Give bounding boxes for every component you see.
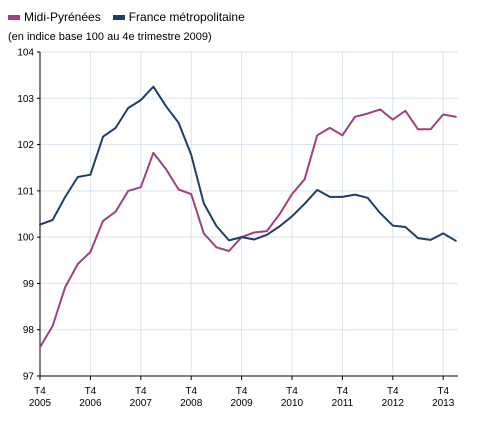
- x-tick-label-year: 2011: [332, 398, 354, 409]
- y-tick-label: 103: [17, 94, 34, 105]
- legend-swatch-france-metropolitaine: [112, 14, 125, 20]
- x-tick-label-year: 2008: [180, 398, 203, 409]
- x-tick-label-year: 2009: [230, 398, 253, 409]
- y-tick-label: 100: [17, 233, 34, 244]
- y-tick-label: 98: [23, 325, 35, 336]
- x-tick-label-quarter: T4: [85, 386, 97, 397]
- tick-label-layer: 979899100101102103104T42005T42006T42007T…: [17, 48, 454, 410]
- chart-subtitle: (en indice base 100 au 4e trimestre 2009…: [8, 31, 212, 43]
- legend-item-midi-pyrenees: Midi-Pyrénées: [8, 10, 101, 24]
- legend-item-france-metropolitaine: France métropolitaine: [112, 10, 245, 24]
- x-tick-label-quarter: T4: [387, 386, 399, 397]
- x-tick-label-year: 2013: [432, 398, 455, 409]
- y-tick-label: 97: [23, 372, 35, 383]
- x-tick-label-year: 2012: [382, 398, 405, 409]
- y-tick-label: 101: [17, 186, 34, 197]
- x-tick-label-quarter: T4: [185, 386, 197, 397]
- x-tick-label-year: 2005: [29, 398, 52, 409]
- x-tick-label-year: 2007: [130, 398, 153, 409]
- x-tick-label-year: 2010: [281, 398, 304, 409]
- y-tick-label: 104: [17, 48, 34, 59]
- y-tick-label: 99: [23, 279, 35, 290]
- series-line-france-metropolitaine: [39, 85, 457, 242]
- axis-layer: [37, 51, 458, 380]
- x-tick-label-quarter: T4: [337, 386, 349, 397]
- x-tick-label-quarter: T4: [437, 386, 449, 397]
- chart-legend: Midi-Pyrénées France métropolitaine: [8, 10, 257, 24]
- x-tick-label-quarter: T4: [236, 386, 248, 397]
- x-tick-label-year: 2006: [79, 398, 102, 409]
- series-line-midi-pyrenees: [39, 108, 457, 349]
- legend-label-midi-pyrenees: Midi-Pyrénées: [24, 10, 101, 24]
- series-layer: [39, 85, 457, 349]
- legend-label-france-metropolitaine: France métropolitaine: [128, 10, 245, 24]
- legend-swatch-midi-pyrenees: [8, 14, 20, 20]
- x-tick-label-quarter: T4: [34, 386, 46, 397]
- grid-layer: [40, 51, 458, 376]
- x-tick-label-quarter: T4: [135, 386, 147, 397]
- x-tick-label-quarter: T4: [286, 386, 298, 397]
- y-tick-label: 102: [17, 140, 34, 151]
